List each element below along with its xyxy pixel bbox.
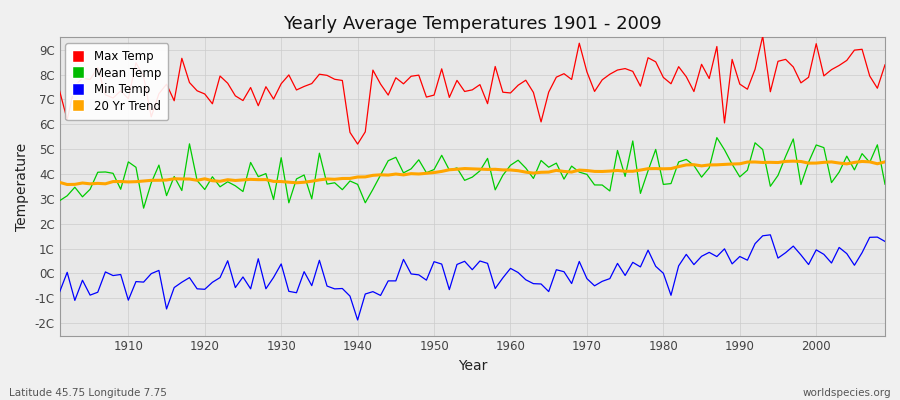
Title: Yearly Average Temperatures 1901 - 2009: Yearly Average Temperatures 1901 - 2009 — [283, 15, 662, 33]
Y-axis label: Temperature: Temperature — [15, 142, 29, 230]
Text: worldspecies.org: worldspecies.org — [803, 388, 891, 398]
X-axis label: Year: Year — [457, 359, 487, 373]
Text: Latitude 45.75 Longitude 7.75: Latitude 45.75 Longitude 7.75 — [9, 388, 166, 398]
Legend: Max Temp, Mean Temp, Min Temp, 20 Yr Trend: Max Temp, Mean Temp, Min Temp, 20 Yr Tre… — [66, 43, 168, 120]
